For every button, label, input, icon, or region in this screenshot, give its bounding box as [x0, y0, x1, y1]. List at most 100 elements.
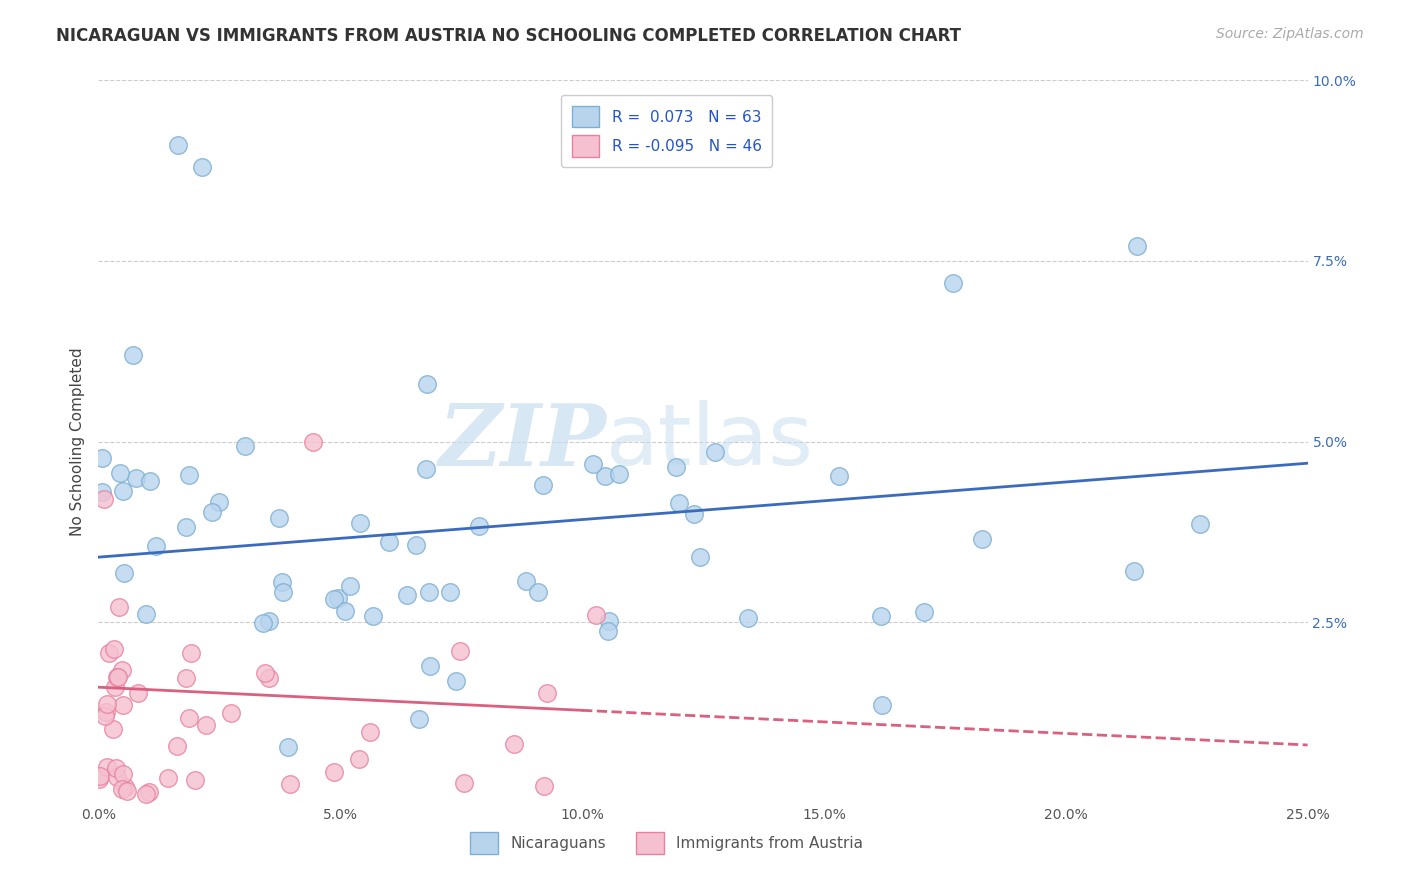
Point: [536, 686, 558, 700]
Point: [93, 492, 115, 507]
Point: [683, 507, 706, 521]
Point: [111, 663, 134, 677]
Point: [395, 588, 418, 602]
Point: [125, 471, 148, 485]
Point: [114, 780, 136, 794]
Point: [89, 772, 111, 787]
Point: [582, 457, 605, 471]
Point: [359, 724, 381, 739]
Point: [280, 777, 302, 791]
Point: [94, 705, 117, 719]
Point: [668, 496, 690, 510]
Point: [174, 520, 197, 534]
Point: [93, 708, 115, 723]
Point: [177, 468, 200, 483]
Point: [191, 160, 214, 174]
Point: [138, 785, 160, 799]
Point: [157, 771, 180, 785]
Point: [180, 646, 202, 660]
Point: [870, 609, 893, 624]
Point: [111, 483, 134, 498]
Point: [277, 740, 299, 755]
Point: [322, 765, 344, 780]
Point: [135, 787, 157, 801]
Point: [96, 697, 118, 711]
Point: [108, 466, 131, 480]
Point: [593, 469, 616, 483]
Point: [1126, 239, 1149, 253]
Point: [870, 698, 893, 712]
Point: [233, 439, 256, 453]
Point: [252, 616, 274, 631]
Text: ZIP: ZIP: [439, 400, 606, 483]
Point: [942, 276, 965, 290]
Point: [377, 535, 399, 549]
Point: [347, 751, 370, 765]
Point: [253, 665, 276, 680]
Point: [96, 760, 118, 774]
Point: [361, 608, 384, 623]
Y-axis label: No Schooling Completed: No Schooling Completed: [69, 347, 84, 536]
Point: [596, 624, 619, 638]
Point: [912, 605, 935, 619]
Point: [449, 643, 471, 657]
Point: [139, 474, 162, 488]
Point: [271, 574, 294, 589]
Point: [328, 591, 350, 606]
Point: [122, 348, 145, 362]
Point: [323, 592, 346, 607]
Point: [127, 686, 149, 700]
Point: [598, 614, 620, 628]
Point: [416, 376, 439, 391]
Point: [703, 445, 725, 459]
Point: [112, 698, 135, 713]
Point: [333, 604, 356, 618]
Point: [201, 505, 224, 519]
Point: [91, 450, 114, 465]
Point: [453, 776, 475, 790]
Point: [408, 712, 430, 726]
Point: [166, 138, 188, 153]
Point: [105, 670, 128, 684]
Point: [1123, 564, 1146, 578]
Point: [533, 779, 555, 793]
Point: [184, 772, 207, 787]
Point: [415, 462, 437, 476]
Legend: Nicaraguans, Immigrants from Austria: Nicaraguans, Immigrants from Austria: [464, 826, 869, 860]
Point: [665, 460, 688, 475]
Point: [689, 549, 711, 564]
Point: [607, 467, 630, 481]
Point: [101, 723, 124, 737]
Point: [108, 599, 131, 614]
Point: [135, 607, 157, 621]
Point: [405, 538, 427, 552]
Point: [439, 585, 461, 599]
Text: NICARAGUAN VS IMMIGRANTS FROM AUSTRIA NO SCHOOLING COMPLETED CORRELATION CHART: NICARAGUAN VS IMMIGRANTS FROM AUSTRIA NO…: [56, 27, 962, 45]
Point: [111, 781, 134, 796]
Point: [339, 579, 361, 593]
Point: [174, 671, 197, 685]
Point: [526, 584, 548, 599]
Point: [1189, 517, 1212, 532]
Point: [90, 485, 112, 500]
Point: [208, 495, 231, 509]
Point: [418, 584, 440, 599]
Point: [349, 516, 371, 530]
Point: [419, 659, 441, 673]
Point: [107, 670, 129, 684]
Point: [970, 532, 993, 546]
Text: Source: ZipAtlas.com: Source: ZipAtlas.com: [1216, 27, 1364, 41]
Point: [98, 646, 121, 660]
Point: [828, 469, 851, 483]
Point: [267, 511, 290, 525]
Point: [166, 739, 188, 753]
Point: [105, 770, 128, 784]
Point: [103, 641, 125, 656]
Point: [89, 769, 111, 783]
Point: [117, 784, 139, 798]
Point: [259, 614, 281, 628]
Point: [737, 611, 759, 625]
Point: [104, 761, 127, 775]
Point: [503, 737, 526, 751]
Point: [444, 674, 467, 689]
